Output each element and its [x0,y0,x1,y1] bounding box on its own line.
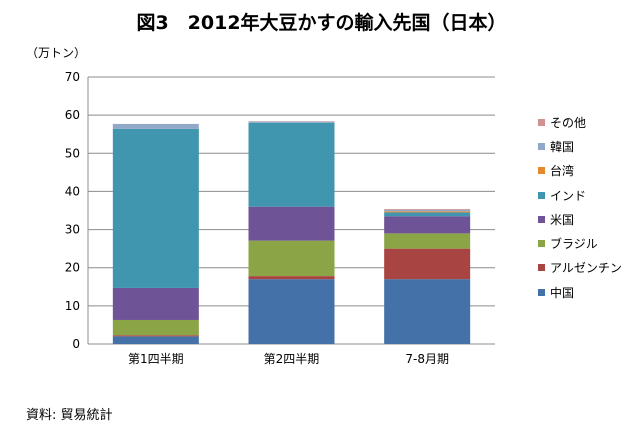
legend-item: 米国 [538,207,622,231]
legend-item: 韓国 [538,134,622,158]
source-note: 資料: 貿易統計 [26,408,113,423]
bar-segment [112,287,199,320]
y-tick-label: 50 [65,146,80,160]
bar-segment [248,279,335,344]
legend-item: ブラジル [538,231,622,255]
y-tick-label: 0 [72,337,80,351]
legend-item: 台湾 [538,159,622,183]
bar-segment [112,123,199,129]
legend-label: 韓国 [550,139,575,154]
x-tick-label: 第2四半期 [264,352,320,366]
x-tick-label: 第1四半期 [128,352,184,366]
bar-segment [112,128,199,288]
legend-item: 中国 [538,280,622,304]
bar-segment [384,212,471,217]
bar-segment [248,240,335,277]
y-axis-unit-label: （万トン） [26,46,87,60]
bar-segment [384,208,471,210]
legend-swatch [538,215,545,223]
y-tick-label: 70 [65,70,80,84]
x-tick-label: 7-8月期 [405,352,449,366]
bar-segment [112,336,199,344]
y-tick-label: 40 [65,184,80,198]
legend-item: インド [538,183,622,207]
legend-label: その他 [550,115,587,130]
legend-label: ブラジル [550,237,598,252]
legend-swatch [538,118,545,126]
bar-segment [384,279,471,344]
chart-title: 図3 2012年大豆かすの輸入先国（日本） [136,12,507,34]
y-tick-label: 10 [65,299,80,313]
legend-item: その他 [538,110,622,134]
bar-segment [384,248,471,280]
bar-segment [384,216,471,234]
bar-segment [248,206,335,241]
legend-label: アルゼンチン [550,261,622,276]
bar-segment [248,122,335,207]
y-tick-label: 20 [65,261,80,275]
legend-label: 中国 [550,285,575,300]
chart-legend: その他韓国台湾インド米国ブラジルアルゼンチン 中国 [538,110,622,304]
legend-swatch [538,240,545,248]
legend-swatch [538,191,545,199]
bar-segment [384,211,471,213]
legend-swatch [538,142,545,150]
bar-segment [112,319,199,336]
legend-label: インド [550,188,587,203]
legend-swatch [538,288,545,296]
y-tick-label: 60 [65,108,80,122]
legend-swatch [538,167,545,175]
legend-label: 米国 [550,212,575,227]
legend-item: アルゼンチン [538,256,622,280]
bar-segment [112,335,199,337]
bar-segment [248,121,335,123]
y-tick-label: 30 [65,223,80,237]
bar-segment [248,276,335,280]
bar-segment [384,233,471,249]
bar-segment [384,209,471,212]
legend-swatch [538,264,545,272]
legend-label: 台湾 [550,164,575,179]
